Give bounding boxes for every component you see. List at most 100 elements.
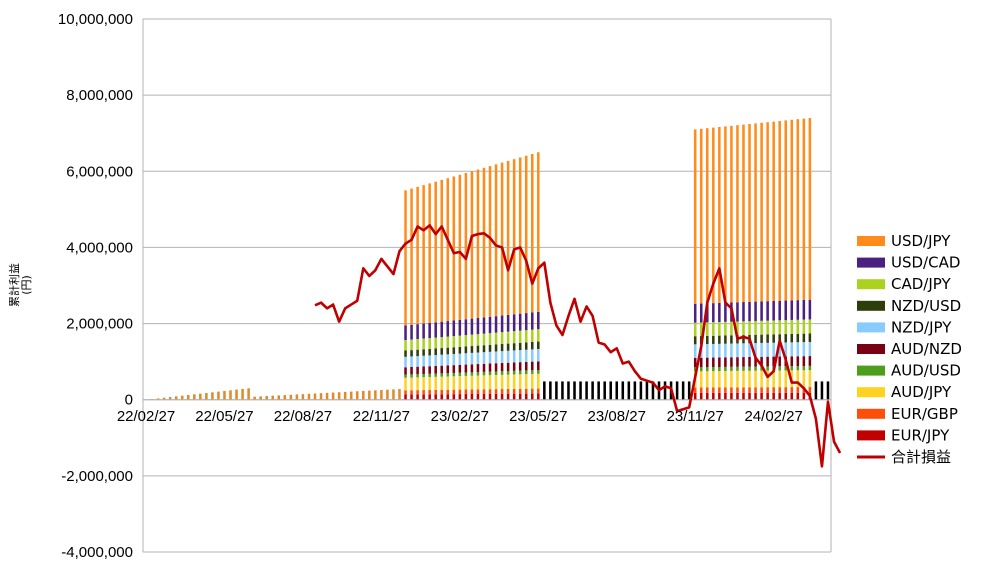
legend-swatch-1 <box>857 257 885 268</box>
bar-week-92-seg-3 <box>699 367 703 372</box>
bar-week-64-seg-0 <box>530 393 534 400</box>
bar-week-43-seg-8 <box>404 325 407 341</box>
bar-week-109-seg-0 <box>802 392 806 400</box>
bar-week-7 <box>186 395 190 400</box>
bar-week-100-seg-2 <box>748 370 751 388</box>
bar-week-104-seg-2 <box>772 370 775 388</box>
bar-week-46-seg-1 <box>422 390 425 395</box>
bar-week-70 <box>567 381 570 400</box>
bar-week-84 <box>651 381 655 400</box>
bar-week-56-seg-6 <box>482 345 486 353</box>
bar-week-63-seg-0 <box>524 393 528 400</box>
bar-week-43-seg-0 <box>404 394 407 400</box>
bar-week-111 <box>814 381 818 400</box>
bar-week-101-seg-5 <box>754 343 757 357</box>
bar-week-102-seg-2 <box>760 370 763 388</box>
bar-week-56-seg-8 <box>482 317 486 334</box>
bar-week-73 <box>585 381 588 400</box>
bar-week-68 <box>555 381 558 400</box>
bar-week-110-seg-9 <box>808 117 812 300</box>
bar-week-96-seg-4 <box>724 357 727 367</box>
bar-week-102-seg-5 <box>760 342 763 357</box>
bar-week-56-seg-0 <box>482 393 486 400</box>
bar-week-53-seg-6 <box>464 346 468 354</box>
bar-week-54-seg-5 <box>470 352 474 365</box>
bar-week-98-seg-4 <box>736 357 739 367</box>
bar-week-104-seg-7 <box>772 320 775 335</box>
bar-week-47-seg-3 <box>428 373 431 378</box>
y-axis-label-line-0: 累計利益 <box>7 263 21 307</box>
legend-label-0: USD/JPY <box>891 232 951 250</box>
bar-week-93-seg-6 <box>706 335 709 345</box>
bar-week-63-seg-9 <box>524 155 528 314</box>
bar-week-63-seg-6 <box>524 342 528 350</box>
bar-week-44-seg-0 <box>410 394 413 400</box>
bar-week-34 <box>349 391 353 400</box>
bar-week-101-seg-2 <box>754 370 757 388</box>
bar-week-107-seg-3 <box>790 366 794 371</box>
bar-week-55-seg-7 <box>476 334 480 346</box>
bar-week-45-seg-2 <box>416 377 419 391</box>
bar-week-65-seg-0 <box>537 393 540 400</box>
bar-week-77 <box>609 381 612 400</box>
bar-week-56-seg-3 <box>482 371 486 376</box>
bar-week-66 <box>543 381 546 400</box>
bar-week-47-seg-9 <box>428 183 431 323</box>
bar-week-92-seg-2 <box>699 371 703 388</box>
bar-week-106-seg-7 <box>784 320 788 335</box>
bar-week-56-seg-4 <box>482 363 486 372</box>
bar-week-108-seg-9 <box>796 119 800 301</box>
bar-week-105-seg-3 <box>778 366 781 371</box>
bar-week-108-seg-2 <box>796 370 800 388</box>
bar-week-81 <box>633 381 637 400</box>
bar-week-51-seg-3 <box>452 372 456 377</box>
bar-week-58-seg-7 <box>494 332 498 345</box>
bar-week-110-seg-3 <box>808 365 812 371</box>
bar-week-53-seg-4 <box>464 364 468 373</box>
bar-week-45-seg-5 <box>416 356 419 367</box>
bar-week-79 <box>621 381 625 400</box>
bar-week-16 <box>241 388 244 400</box>
bar-week-53-seg-1 <box>464 389 468 395</box>
bar-week-61-seg-0 <box>512 393 516 400</box>
legend-label-7: AUD/JPY <box>891 383 952 401</box>
bar-week-98-seg-9 <box>736 125 739 303</box>
bar-week-43-seg-4 <box>404 367 407 375</box>
bar-week-51-seg-8 <box>452 320 456 337</box>
bar-week-91-seg-8 <box>693 303 697 323</box>
bar-week-103-seg-2 <box>766 370 769 388</box>
bar-week-101-seg-8 <box>754 301 757 321</box>
bar-week-59-seg-5 <box>500 351 504 363</box>
bar-week-57-seg-8 <box>488 316 492 334</box>
bar-week-71 <box>573 381 576 400</box>
bar-week-46-seg-6 <box>422 349 425 356</box>
bar-week-92-seg-4 <box>699 357 703 368</box>
bar-week-60-seg-8 <box>506 314 510 332</box>
bar-week-57-seg-4 <box>488 363 492 372</box>
bar-week-47-seg-4 <box>428 366 431 374</box>
bar-week-5 <box>174 396 178 400</box>
bar-week-50-seg-2 <box>446 376 450 390</box>
bar-week-96-seg-5 <box>724 343 727 358</box>
bar-week-58-seg-3 <box>494 371 498 376</box>
bar-week-59-seg-9 <box>500 162 504 316</box>
bar-week-78 <box>615 381 619 400</box>
bar-week-80 <box>627 381 631 400</box>
bar-week-58-seg-0 <box>494 393 498 400</box>
bar-week-64-seg-8 <box>530 312 534 330</box>
bar-week-43-seg-1 <box>404 390 407 395</box>
bar-week-103-seg-7 <box>766 320 769 335</box>
bar-week-93-seg-5 <box>706 344 709 358</box>
legend-label-3: NZD/USD <box>891 297 961 315</box>
bar-week-48-seg-6 <box>434 348 437 356</box>
bar-week-43-seg-6 <box>404 350 407 357</box>
bar-week-105-seg-5 <box>778 342 781 357</box>
bar-week-96-seg-2 <box>724 371 727 388</box>
bar-week-58-seg-9 <box>494 164 498 317</box>
bar-week-49-seg-2 <box>440 376 444 390</box>
y-tick-label-3: 4,000,000 <box>66 239 133 256</box>
bar-week-60-seg-0 <box>506 393 510 400</box>
bar-week-97-seg-0 <box>730 392 733 400</box>
bar-week-49-seg-7 <box>440 337 444 349</box>
bar-week-59-seg-2 <box>500 374 504 390</box>
